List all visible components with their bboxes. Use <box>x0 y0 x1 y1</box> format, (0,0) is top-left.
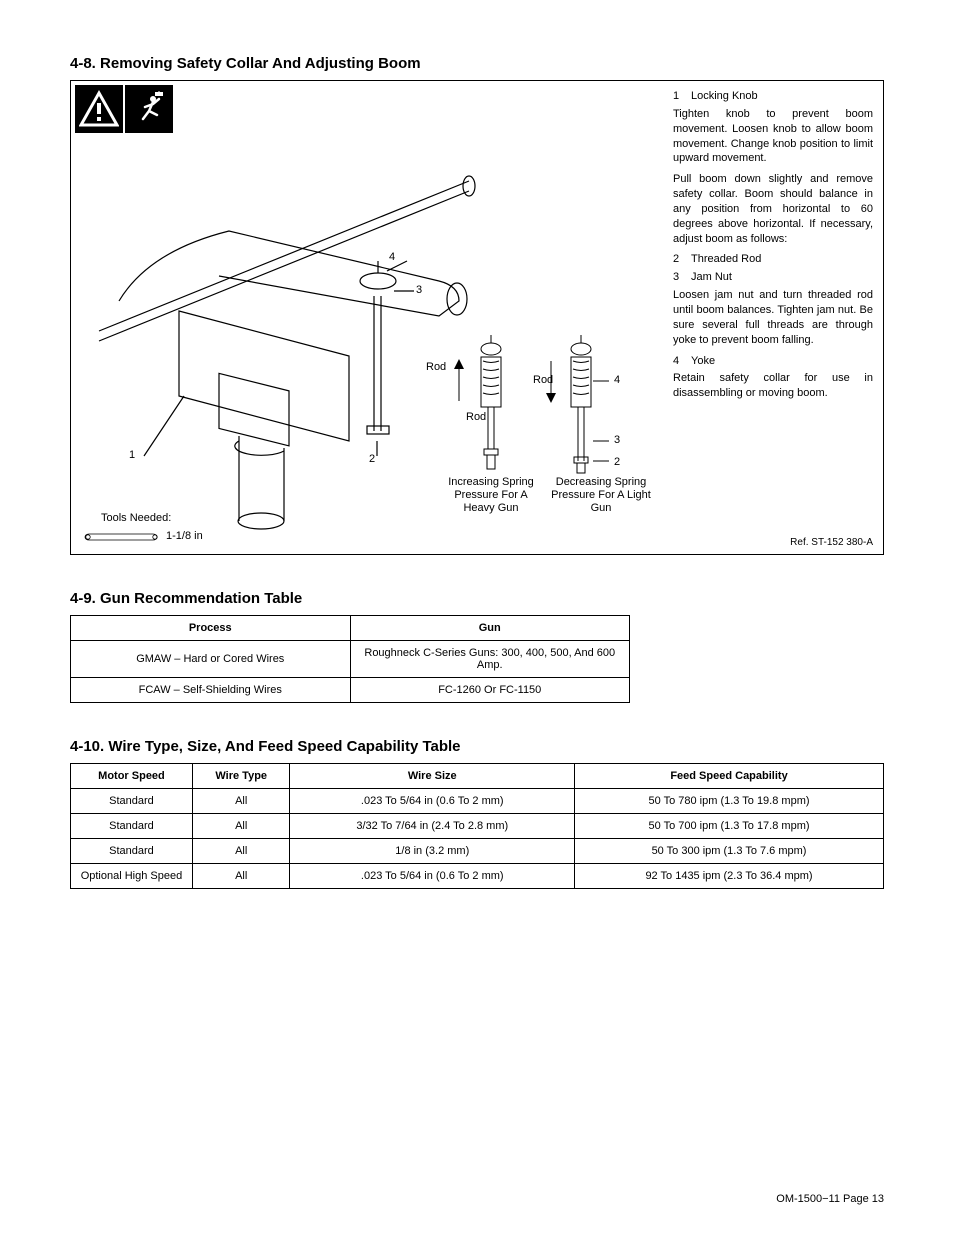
figure-reference: Ref. ST-152 380-A <box>790 537 873 548</box>
page-footer: OM-1500−11 Page 13 <box>776 1193 884 1205</box>
cell: Standard <box>71 789 193 814</box>
para-2: Pull boom down slightly and remove safet… <box>673 172 873 246</box>
detail-callout-4: 4 <box>614 374 620 387</box>
rod-up-arrow-label: Rod <box>426 361 446 374</box>
table-row: Standard All 3/32 To 7/64 in (2.4 To 2.8… <box>71 814 884 839</box>
cell: 1/8 in (3.2 mm) <box>290 839 575 864</box>
para-4: Retain safety collar for use in disassem… <box>673 371 873 401</box>
wire-capability-table: Motor Speed Wire Type Wire Size Feed Spe… <box>70 763 884 889</box>
detail-callout-2: 2 <box>614 456 620 469</box>
col-gun: Gun <box>350 616 630 641</box>
item-1-num: 1 <box>673 89 691 104</box>
detail-callout-3: 3 <box>614 434 620 447</box>
cell: 50 To 700 ipm (1.3 To 17.8 mpm) <box>575 814 884 839</box>
col-motor-speed: Motor Speed <box>71 764 193 789</box>
table-row: Standard All 1/8 in (3.2 mm) 50 To 300 i… <box>71 839 884 864</box>
decreasing-spring-label: Decreasing Spring Pressure For A Light G… <box>551 476 651 516</box>
wrench-icon <box>83 532 161 542</box>
warning-icon-group <box>75 85 175 133</box>
gun-recommendation-table: Process Gun GMAW – Hard or Cored Wires R… <box>70 615 630 703</box>
tool-size-label: 1-1/8 in <box>166 530 203 542</box>
table-row: Optional High Speed All .023 To 5/64 in … <box>71 864 884 889</box>
item-2-num: 2 <box>673 252 691 267</box>
section-4-8-figure-block: 1 2 3 4 <box>70 80 884 555</box>
cell: All <box>192 814 290 839</box>
cell: All <box>192 864 290 889</box>
item-1-label: Locking Knob <box>691 89 758 104</box>
col-wire-type: Wire Type <box>192 764 290 789</box>
rod-label-right: Rod <box>533 374 553 387</box>
item-4-label: Yoke <box>691 354 715 369</box>
diagram-callout-4: 4 <box>389 251 395 264</box>
increasing-spring-label: Increasing Spring Pressure For A Heavy G… <box>441 476 541 516</box>
cell: .023 To 5/64 in (0.6 To 2 mm) <box>290 864 575 889</box>
diagram-callout-1: 1 <box>129 449 135 462</box>
cell: Roughneck C-Series Guns: 300, 400, 500, … <box>350 641 630 678</box>
section-4-8-heading: 4-8. Removing Safety Collar And Adjustin… <box>70 55 884 72</box>
cell: 50 To 780 ipm (1.3 To 19.8 mpm) <box>575 789 884 814</box>
table-row: GMAW – Hard or Cored Wires Roughneck C-S… <box>71 641 630 678</box>
table-row: Standard All .023 To 5/64 in (0.6 To 2 m… <box>71 789 884 814</box>
diagram-callout-3: 3 <box>416 284 422 297</box>
col-wire-size: Wire Size <box>290 764 575 789</box>
item-3-label: Jam Nut <box>691 270 732 285</box>
para-3: Loosen jam nut and turn threaded rod unt… <box>673 288 873 347</box>
cell: FCAW – Self-Shielding Wires <box>71 678 351 703</box>
item-2-label: Threaded Rod <box>691 252 761 267</box>
section-4-9-heading: 4-9. Gun Recommendation Table <box>70 590 884 607</box>
section-4-8-instructions: 1Locking Knob Tighten knob to prevent bo… <box>673 89 873 407</box>
cell: Standard <box>71 814 193 839</box>
diagram-callout-2: 2 <box>369 453 375 466</box>
para-1: Tighten knob to prevent boom movement. L… <box>673 107 873 166</box>
cell: Standard <box>71 839 193 864</box>
item-4-num: 4 <box>673 354 691 369</box>
warning-triangle-icon <box>75 85 123 133</box>
cell: Optional High Speed <box>71 864 193 889</box>
cell: 92 To 1435 ipm (2.3 To 36.4 mpm) <box>575 864 884 889</box>
cell: All <box>192 789 290 814</box>
cell: 50 To 300 ipm (1.3 To 7.6 mpm) <box>575 839 884 864</box>
tools-needed-label: Tools Needed: <box>101 512 171 524</box>
table-header-row: Process Gun <box>71 616 630 641</box>
cell: FC-1260 Or FC-1150 <box>350 678 630 703</box>
item-3-num: 3 <box>673 270 691 285</box>
cell: 3/32 To 7/64 in (2.4 To 2.8 mm) <box>290 814 575 839</box>
col-feed-speed: Feed Speed Capability <box>575 764 884 789</box>
rod-label-left: Rod <box>466 411 486 424</box>
cell: All <box>192 839 290 864</box>
table-row: FCAW – Self-Shielding Wires FC-1260 Or F… <box>71 678 630 703</box>
falling-hazard-icon <box>125 85 173 133</box>
cell: .023 To 5/64 in (0.6 To 2 mm) <box>290 789 575 814</box>
table-header-row: Motor Speed Wire Type Wire Size Feed Spe… <box>71 764 884 789</box>
section-4-10-heading: 4-10. Wire Type, Size, And Feed Speed Ca… <box>70 738 884 755</box>
col-process: Process <box>71 616 351 641</box>
cell: GMAW – Hard or Cored Wires <box>71 641 351 678</box>
